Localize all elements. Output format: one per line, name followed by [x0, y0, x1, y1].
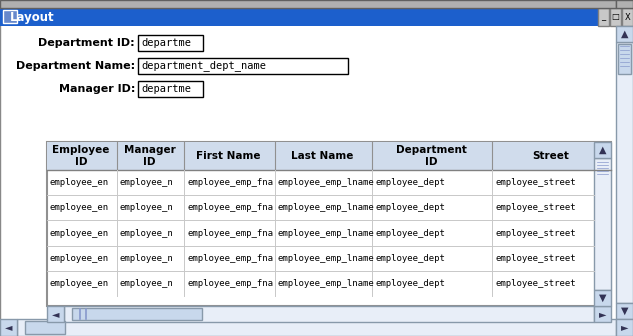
Text: departme: departme	[141, 84, 191, 94]
Text: employee_emp_fna: employee_emp_fna	[187, 279, 273, 288]
Text: Department Name:: Department Name:	[16, 61, 135, 71]
Text: Street: Street	[532, 151, 570, 161]
Text: department_dept_name: department_dept_name	[141, 60, 266, 72]
Bar	[616, 303, 633, 319]
Bar	[25, 321, 65, 334]
Text: employee_emp_lname: employee_emp_lname	[278, 279, 375, 288]
Text: employee_street: employee_street	[495, 279, 575, 288]
Text: □: □	[611, 12, 620, 22]
Bar	[598, 8, 609, 26]
Text: employee_dept: employee_dept	[375, 203, 445, 212]
Text: ►: ►	[621, 323, 628, 333]
Text: ◄: ◄	[5, 323, 12, 333]
Bar	[47, 306, 64, 322]
Text: ►: ►	[599, 309, 606, 319]
Text: employee_n: employee_n	[120, 228, 173, 238]
Text: employee_street: employee_street	[495, 203, 575, 212]
Text: ◄: ◄	[52, 309, 60, 319]
Text: employee_en: employee_en	[50, 254, 109, 263]
Bar	[17, 319, 616, 336]
Text: Manager ID:: Manager ID:	[59, 84, 135, 94]
Text: employee_en: employee_en	[50, 178, 109, 187]
Text: employee_emp_fna: employee_emp_fna	[187, 228, 273, 238]
Text: Employee
ID: Employee ID	[53, 145, 110, 167]
Text: ▼: ▼	[599, 293, 606, 303]
Bar	[616, 42, 633, 303]
Text: ▼: ▼	[621, 306, 628, 316]
Text: employee_emp_lname: employee_emp_lname	[278, 228, 375, 238]
Text: Layout: Layout	[10, 10, 54, 24]
Bar	[47, 142, 611, 170]
Text: ▲: ▲	[621, 29, 628, 39]
Text: employee_emp_fna: employee_emp_fna	[187, 254, 273, 263]
Text: employee_en: employee_en	[50, 279, 109, 288]
Bar	[64, 306, 594, 322]
Text: Manager
ID: Manager ID	[123, 145, 175, 167]
Text: employee_dept: employee_dept	[375, 228, 445, 238]
Text: employee_street: employee_street	[495, 254, 575, 263]
Bar	[138, 81, 203, 97]
Text: employee_emp_lname: employee_emp_lname	[278, 254, 375, 263]
Text: _: _	[601, 12, 606, 22]
Bar	[622, 8, 633, 26]
Bar	[594, 290, 611, 306]
Text: employee_emp_fna: employee_emp_fna	[187, 203, 273, 212]
Bar	[618, 44, 631, 74]
Text: employee_emp_lname: employee_emp_lname	[278, 203, 375, 212]
Text: employee_n: employee_n	[120, 203, 173, 212]
Text: employee_n: employee_n	[120, 279, 173, 288]
Text: employee_emp_fna: employee_emp_fna	[187, 178, 273, 187]
Bar	[138, 35, 203, 51]
Text: employee_dept: employee_dept	[375, 279, 445, 288]
Bar	[0, 319, 17, 336]
Text: Department
ID: Department ID	[396, 145, 467, 167]
Text: employee_n: employee_n	[120, 254, 173, 263]
Text: employee_en: employee_en	[50, 203, 109, 212]
Text: employee_street: employee_street	[495, 228, 575, 238]
Text: employee_emp_lname: employee_emp_lname	[278, 178, 375, 187]
Bar	[594, 142, 611, 158]
Text: employee_dept: employee_dept	[375, 254, 445, 263]
Bar	[47, 142, 611, 306]
Text: ▲: ▲	[599, 145, 606, 155]
Bar	[594, 306, 611, 322]
Bar	[616, 26, 633, 42]
Bar	[616, 319, 633, 336]
Bar	[0, 8, 598, 26]
Bar	[610, 8, 621, 26]
Bar	[138, 58, 348, 74]
Text: employee_n: employee_n	[120, 178, 173, 187]
Text: First Name: First Name	[196, 151, 261, 161]
Text: Department ID:: Department ID:	[39, 38, 135, 48]
Text: Last Name: Last Name	[291, 151, 354, 161]
Bar	[594, 158, 611, 290]
Text: employee_en: employee_en	[50, 228, 109, 238]
Bar	[72, 308, 202, 320]
Bar	[616, 0, 633, 8]
Text: employee_street: employee_street	[495, 178, 575, 187]
Bar	[3, 10, 17, 23]
Text: employee_dept: employee_dept	[375, 178, 445, 187]
Bar	[0, 0, 616, 8]
Text: X: X	[625, 12, 630, 22]
Text: departme: departme	[141, 38, 191, 48]
